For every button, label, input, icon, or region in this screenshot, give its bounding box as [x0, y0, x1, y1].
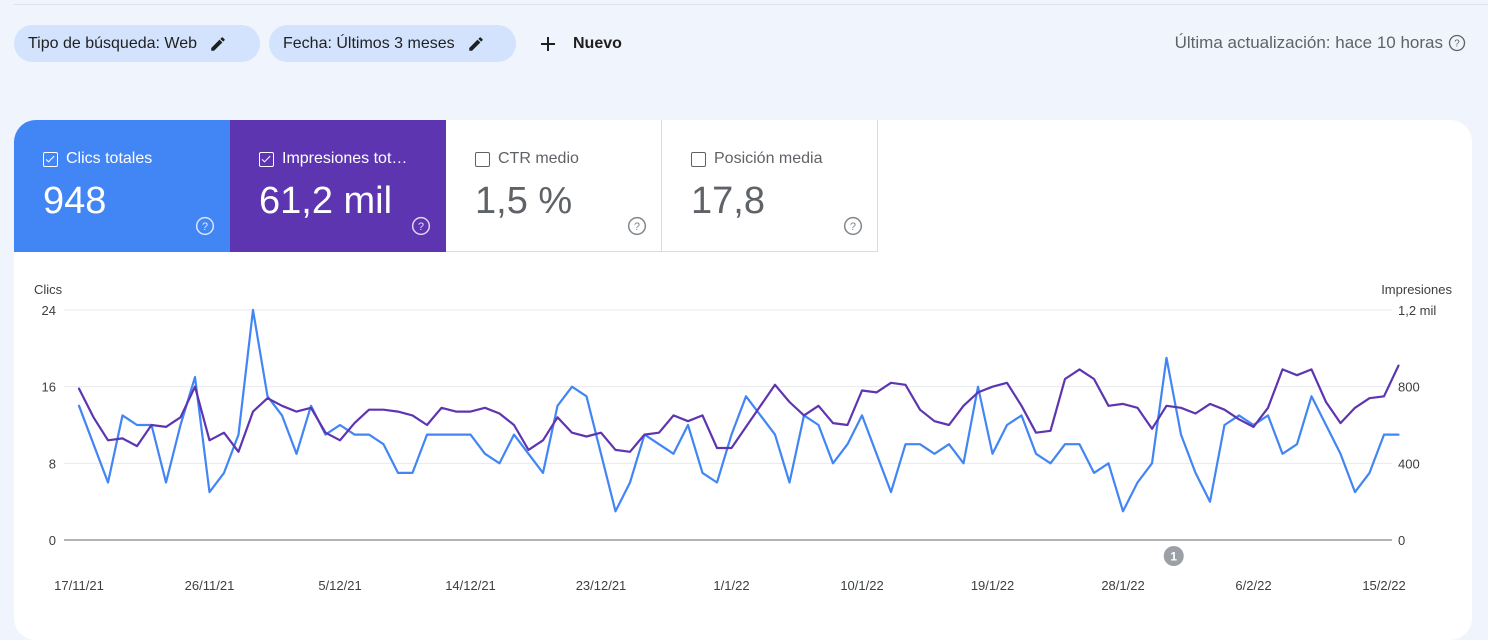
chart-grid — [64, 309, 1392, 541]
chart-annotations: 1 — [1163, 546, 1184, 566]
metric-card-clicks[interactable]: Clics totales 948 ? — [14, 120, 230, 252]
plus-icon — [541, 36, 555, 51]
impressions-value: 61,2 mil — [259, 180, 393, 222]
x-tick-label: 23/12/21 — [576, 578, 627, 593]
pencil-icon[interactable] — [209, 35, 227, 53]
clicks-value: 948 — [43, 180, 107, 222]
x-tick-label: 1/1/22 — [713, 578, 749, 593]
svg-text:?: ? — [1454, 38, 1460, 49]
x-axis-ticks: 17/11/21 26/11/21 5/12/21 14/12/21 23/12/21 1… — [54, 578, 1406, 593]
x-tick-label: 14/12/21 — [445, 578, 496, 593]
last-update-info: Última actualización: hace 10 horas ? — [1175, 33, 1466, 53]
right-tick-label: 400 — [1398, 456, 1420, 471]
position-label: Posición media — [714, 150, 823, 167]
clicks-checkbox[interactable] — [43, 151, 58, 167]
x-tick-label: 10/1/22 — [840, 578, 883, 593]
annotation-marker[interactable] — [1163, 546, 1184, 566]
left-axis-ticks: 24 16 8 0 — [42, 303, 56, 548]
help-icon[interactable]: ? — [411, 216, 431, 236]
left-tick-label: 8 — [49, 456, 56, 471]
pencil-icon[interactable] — [467, 35, 485, 53]
x-tick-label: 6/2/22 — [1235, 578, 1271, 593]
impressions-checkbox[interactable] — [259, 151, 274, 167]
position-checkbox[interactable] — [691, 151, 706, 167]
help-icon[interactable]: ? — [1448, 34, 1466, 52]
clicks-label: Clics totales — [66, 150, 153, 167]
ctr-checkbox[interactable] — [475, 151, 490, 167]
metric-card-position[interactable]: Posición media 17,8 ? — [662, 120, 878, 252]
x-tick-label: 19/1/22 — [971, 578, 1014, 593]
left-tick-label: 0 — [49, 533, 56, 548]
annotation-label: 1 — [1170, 550, 1177, 564]
series-line-impressions[interactable] — [77, 364, 1400, 453]
left-axis-title: Clics — [34, 282, 63, 297]
svg-text:?: ? — [202, 221, 208, 233]
ctr-label: CTR medio — [498, 150, 579, 167]
metric-card-ctr[interactable]: CTR medio 1,5 % ? — [446, 120, 662, 252]
right-tick-label: 1,2 mil — [1398, 303, 1436, 318]
check-icon — [45, 155, 55, 162]
search-type-filter-label: Tipo de búsqueda: Web — [28, 34, 198, 52]
left-tick-label: 16 — [42, 380, 56, 395]
performance-card: Clics totales 948 ? Impresiones totales … — [14, 120, 1472, 640]
x-tick-label: 26/11/21 — [185, 578, 235, 593]
svg-text:?: ? — [850, 221, 856, 233]
right-tick-label: 800 — [1398, 380, 1420, 395]
right-axis-ticks: 1,2 mil 800 400 0 — [1398, 303, 1436, 548]
metric-card-impressions[interactable]: Impresiones totales 61,2 mil ? — [230, 120, 446, 252]
svg-text:?: ? — [634, 221, 640, 233]
search-type-filter-chip[interactable]: Tipo de búsqueda: Web — [14, 25, 260, 62]
x-tick-label: 5/12/21 — [318, 578, 361, 593]
svg-text:?: ? — [418, 221, 424, 233]
x-tick-label: 28/1/22 — [1101, 578, 1144, 593]
left-tick-label: 24 — [42, 303, 56, 318]
help-icon[interactable]: ? — [843, 216, 863, 236]
right-tick-label: 0 — [1398, 533, 1405, 548]
x-tick-label: 15/2/22 — [1362, 578, 1405, 593]
top-divider — [14, 4, 1488, 5]
help-icon[interactable]: ? — [627, 216, 647, 236]
last-update-text: Última actualización: hace 10 horas — [1174, 33, 1443, 52]
right-axis-title: Impresiones — [1381, 282, 1452, 297]
new-filter-button[interactable]: Nuevo — [536, 25, 622, 62]
position-value: 17,8 — [691, 180, 765, 222]
x-tick-label: 17/11/21 — [54, 578, 104, 593]
ctr-value: 1,5 % — [475, 180, 573, 222]
date-filter-label: Fecha: Últimos 3 meses — [283, 34, 455, 52]
series-line-clicks[interactable] — [77, 308, 1400, 513]
date-filter-chip[interactable]: Fecha: Últimos 3 meses — [269, 25, 516, 62]
chart-series — [77, 308, 1400, 513]
new-filter-label: Nuevo — [573, 34, 622, 52]
check-icon — [261, 155, 271, 162]
help-icon[interactable]: ? — [195, 216, 215, 236]
